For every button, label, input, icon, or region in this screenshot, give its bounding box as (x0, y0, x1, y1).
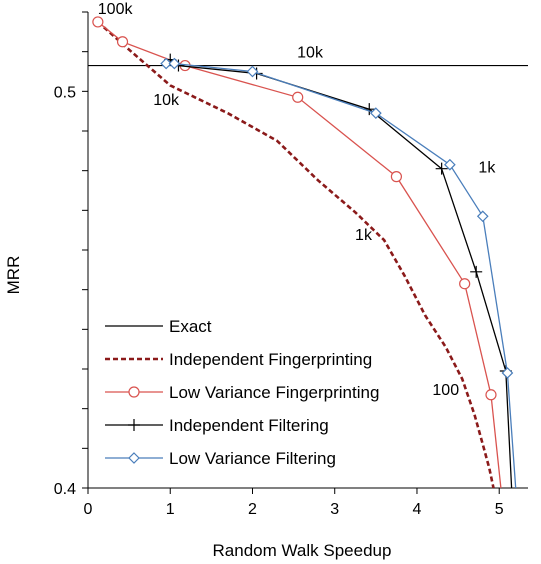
legend-label: Independent Fingerprinting (169, 350, 372, 369)
x-tick-label: 3 (330, 501, 339, 518)
annotation-label: 1k (355, 227, 373, 244)
independent-filtering-line (169, 59, 513, 489)
legend-marker-independent-filtering (128, 419, 140, 431)
x-tick-label: 1 (166, 501, 175, 518)
low-variance-fingerprinting-point (485, 389, 497, 401)
legend-label: Exact (169, 317, 212, 336)
legend-marker-low-variance-fingerprinting (128, 386, 140, 398)
low-variance-fingerprinting-line (97, 21, 502, 489)
low-variance-fingerprinting-point (292, 91, 304, 103)
x-tick-label: 2 (248, 501, 257, 518)
plot-area: 0 1 2 3 4 5 0.4 0.5 100k 10k 10k 1k 1k 100 Exact Indepe… (54, 1, 528, 518)
annotation-label: 10k (153, 92, 180, 109)
low-variance-fingerprinting-point (92, 16, 104, 28)
low-variance-fingerprinting-point (459, 278, 471, 290)
y-tick-label: 0.4 (54, 481, 76, 498)
legend-label: Low Variance Fingerprinting (169, 383, 379, 402)
low-variance-filtering-point (370, 107, 382, 119)
low-variance-filtering-point (246, 65, 259, 78)
legend-label: Independent Filtering (169, 416, 329, 435)
low-variance-filtering-point (444, 158, 456, 171)
low-variance-filtering-point (476, 210, 489, 223)
independent-filtering-point (470, 265, 483, 278)
low-variance-filtering-line (166, 62, 517, 489)
x-tick-label: 0 (84, 501, 93, 518)
legend-label: Low Variance Filtering (169, 449, 336, 468)
low-variance-filtering-point (160, 57, 172, 70)
legend-marker-low-variance-filtering (128, 452, 140, 464)
annotation-label: 100k (98, 1, 134, 18)
annotation-label: 1k (478, 160, 496, 177)
x-tick-label: 5 (495, 501, 504, 518)
y-axis-label: MRR (4, 256, 23, 295)
x-axis-label: Random Walk Speedup (213, 541, 392, 560)
annotation-label: 10k (297, 45, 324, 62)
low-variance-fingerprinting-point (390, 171, 403, 183)
annotation-label: 100 (432, 382, 459, 399)
low-variance-filtering-point (501, 367, 514, 379)
independent-filtering-point (435, 162, 448, 175)
x-tick-label: 4 (413, 501, 422, 518)
y-tick-label: 0.5 (54, 84, 76, 101)
independent-fingerprinting-line (97, 20, 495, 489)
low-variance-fingerprinting-point (116, 36, 129, 48)
low-variance-filtering-point (168, 57, 181, 70)
